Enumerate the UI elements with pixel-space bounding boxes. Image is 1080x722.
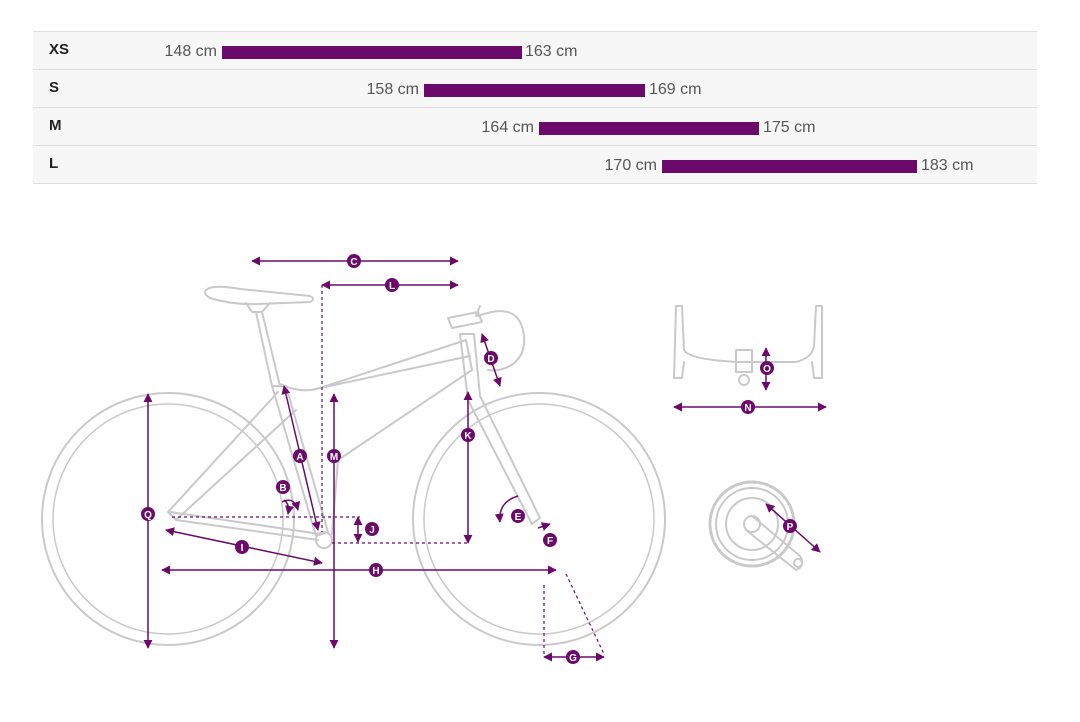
label-i: I: [235, 540, 249, 554]
range-min: 148 cm: [164, 43, 217, 60]
front-wheel-icon: [412, 392, 666, 646]
range-max: 163 cm: [525, 43, 578, 60]
rear-wheel-icon: [41, 392, 295, 646]
range-min: 170 cm: [604, 157, 657, 174]
label-j: J: [365, 522, 379, 536]
svg-text:J: J: [369, 525, 375, 536]
svg-text:F: F: [547, 536, 553, 547]
range-bar: [222, 46, 522, 59]
range-max: 175 cm: [763, 119, 816, 136]
size-label: M: [49, 117, 62, 134]
range-min: 158 cm: [366, 81, 419, 98]
saddle-icon: [204, 285, 314, 306]
label-e: E: [511, 509, 525, 523]
bike-geometry-diagram: C L D K M A B Q E J F I H G O N P: [41, 254, 827, 664]
label-o: O: [760, 361, 774, 375]
label-n: N: [741, 400, 755, 414]
label-g: G: [566, 650, 580, 664]
svg-text:L: L: [389, 281, 395, 292]
svg-text:I: I: [241, 543, 244, 554]
size-row-s: S 158 cm 169 cm: [33, 70, 1037, 108]
size-label: L: [49, 155, 59, 172]
label-d: D: [484, 351, 498, 365]
svg-text:H: H: [372, 566, 379, 577]
svg-text:C: C: [350, 257, 357, 268]
size-range-table: XS 148 cm 163 cm S 158 cm 169 cm M 164 c…: [33, 31, 1037, 184]
svg-text:Q: Q: [144, 510, 152, 521]
size-label: XS: [49, 41, 70, 58]
svg-text:E: E: [515, 512, 522, 523]
label-h: H: [369, 563, 383, 577]
svg-text:A: A: [296, 452, 303, 463]
handlebar-front-view-icon: [673, 305, 823, 386]
svg-text:K: K: [464, 431, 472, 442]
svg-text:N: N: [744, 403, 751, 414]
label-p: P: [783, 519, 797, 533]
reference-lines: [172, 285, 605, 655]
size-row-xs: XS 148 cm 163 cm: [33, 32, 1037, 70]
label-q: Q: [141, 507, 155, 521]
range-bar: [539, 122, 759, 135]
bike-outline: [41, 285, 666, 646]
label-k: K: [461, 428, 475, 442]
label-f: F: [543, 533, 557, 547]
measurement-arrows: [143, 256, 827, 662]
svg-text:B: B: [279, 483, 286, 494]
label-m: M: [327, 449, 341, 463]
label-b: B: [276, 480, 290, 494]
range-bar: [662, 160, 917, 173]
label-c: C: [347, 254, 361, 268]
range-max: 183 cm: [921, 157, 974, 174]
svg-text:D: D: [487, 354, 494, 365]
svg-text:M: M: [330, 452, 338, 463]
range-bar: [424, 84, 645, 97]
size-label: S: [49, 79, 60, 96]
size-row-m: M 164 cm 175 cm: [33, 108, 1037, 146]
range-max: 169 cm: [649, 81, 702, 98]
size-row-l: L 170 cm 183 cm: [33, 146, 1037, 184]
svg-text:P: P: [787, 522, 794, 533]
label-l: L: [385, 278, 399, 292]
svg-text:G: G: [569, 653, 577, 664]
range-min: 164 cm: [481, 119, 534, 136]
label-a: A: [293, 449, 307, 463]
svg-text:O: O: [763, 364, 771, 375]
